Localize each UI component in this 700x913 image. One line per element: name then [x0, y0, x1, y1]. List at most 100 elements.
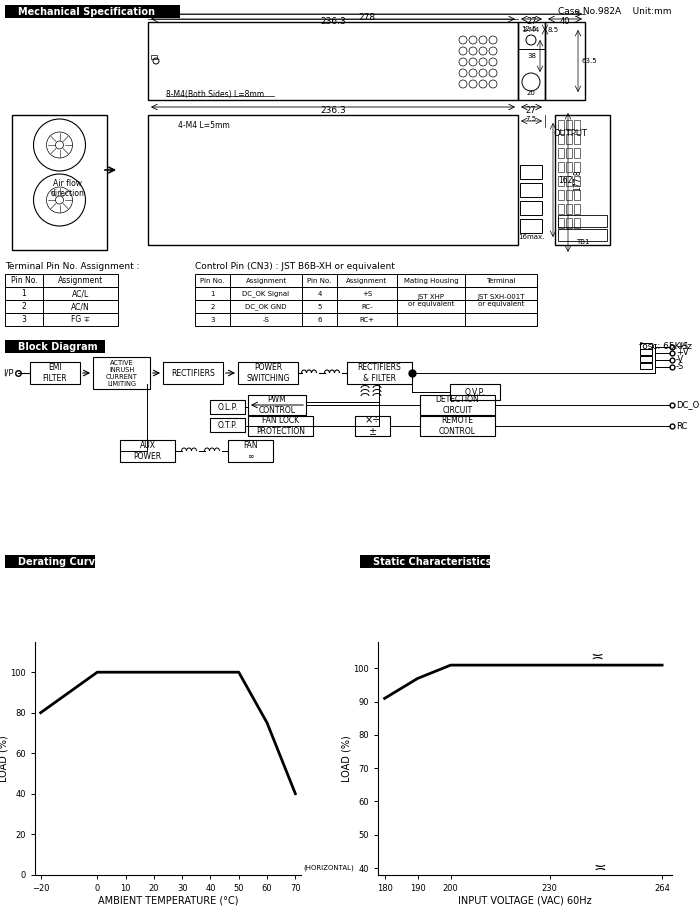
- Text: ■: ■: [363, 557, 372, 566]
- Text: 236.3: 236.3: [320, 106, 346, 114]
- Text: 2: 2: [210, 303, 215, 310]
- Bar: [5, 313, 118, 326]
- Text: JST SXH-001T
or equivalent: JST SXH-001T or equivalent: [477, 293, 525, 307]
- Text: 4: 4: [317, 290, 322, 297]
- Text: 63.5: 63.5: [581, 58, 596, 64]
- Text: DETECTION
CIRCUIT: DETECTION CIRCUIT: [435, 395, 480, 415]
- Bar: [420, 395, 495, 415]
- Text: 1: 1: [22, 289, 27, 298]
- Bar: [640, 363, 652, 369]
- Bar: [558, 229, 607, 241]
- Bar: [5, 287, 118, 300]
- Text: FAN LOCK
PROTECTION: FAN LOCK PROTECTION: [256, 416, 305, 436]
- Bar: [148, 22, 518, 100]
- Bar: [558, 190, 564, 200]
- Text: ■: ■: [8, 557, 18, 566]
- Text: ■: ■: [8, 6, 18, 16]
- Text: Control Pin (CN3) : JST B6B-XH or equivalent: Control Pin (CN3) : JST B6B-XH or equiva…: [195, 262, 395, 271]
- Text: 278: 278: [358, 13, 375, 22]
- Bar: [5, 5, 180, 18]
- Bar: [640, 356, 652, 362]
- Text: RECTIFIERS: RECTIFIERS: [171, 369, 215, 377]
- Text: DC_OK Signal: DC_OK Signal: [242, 290, 290, 297]
- Text: 20: 20: [526, 90, 536, 96]
- Bar: [574, 120, 580, 130]
- Bar: [574, 176, 580, 186]
- Text: O.V.P.: O.V.P.: [465, 387, 485, 396]
- Text: Block Diagram: Block Diagram: [18, 341, 97, 352]
- Text: 12.5: 12.5: [521, 26, 536, 32]
- Bar: [347, 362, 412, 384]
- Text: $\asymp$: $\asymp$: [592, 859, 608, 874]
- Text: RC-: RC-: [361, 303, 373, 310]
- Bar: [558, 120, 564, 130]
- Bar: [12, 115, 107, 250]
- Bar: [558, 134, 564, 144]
- Bar: [248, 416, 313, 436]
- Text: +S: +S: [676, 342, 688, 351]
- Text: Pin No.: Pin No.: [200, 278, 225, 284]
- Bar: [520, 165, 542, 179]
- Text: 177.8: 177.8: [573, 169, 582, 191]
- Bar: [574, 148, 580, 158]
- Bar: [248, 395, 306, 415]
- Bar: [566, 204, 572, 214]
- Text: AC/L: AC/L: [72, 289, 89, 298]
- Text: $\asymp$: $\asymp$: [592, 648, 608, 664]
- Bar: [30, 362, 80, 384]
- Text: ACTIVE
INRUSH
CURRENT
LIMITING: ACTIVE INRUSH CURRENT LIMITING: [106, 360, 137, 386]
- Bar: [558, 215, 607, 227]
- Bar: [195, 274, 537, 287]
- Text: direction: direction: [50, 188, 85, 197]
- Text: RC+: RC+: [360, 317, 374, 322]
- Text: Pin No.: Pin No.: [10, 276, 37, 285]
- Text: Case No.982A    Unit:mm: Case No.982A Unit:mm: [559, 6, 672, 16]
- Text: 5: 5: [317, 303, 322, 310]
- Bar: [558, 218, 564, 228]
- Bar: [566, 162, 572, 172]
- Text: OUTPUT: OUTPUT: [553, 129, 587, 138]
- Bar: [566, 134, 572, 144]
- Text: 4-M4 L=5mm: 4-M4 L=5mm: [178, 121, 230, 130]
- Bar: [640, 349, 652, 355]
- Text: 3: 3: [22, 315, 27, 324]
- Text: POWER
SWITCHING: POWER SWITCHING: [246, 363, 290, 383]
- Text: 6: 6: [317, 317, 322, 322]
- Bar: [566, 190, 572, 200]
- Text: PWM
CONTROL: PWM CONTROL: [258, 395, 295, 415]
- Text: O.T.P.: O.T.P.: [218, 421, 237, 429]
- Text: FAN
∞: FAN ∞: [243, 441, 258, 461]
- Bar: [520, 201, 542, 215]
- Text: RC: RC: [676, 422, 687, 431]
- Text: O.L.P.: O.L.P.: [217, 403, 238, 412]
- Bar: [5, 340, 105, 353]
- Bar: [120, 440, 175, 462]
- Bar: [210, 400, 245, 414]
- Bar: [5, 274, 118, 287]
- Text: 27: 27: [526, 16, 537, 26]
- Text: EMI
FILTER: EMI FILTER: [43, 363, 67, 383]
- Bar: [195, 313, 537, 326]
- Text: Assignment: Assignment: [246, 278, 286, 284]
- Bar: [574, 204, 580, 214]
- Text: AC/N: AC/N: [71, 302, 90, 311]
- Bar: [151, 55, 157, 59]
- Text: fosc: 65KHz: fosc: 65KHz: [639, 341, 692, 351]
- Bar: [5, 300, 118, 313]
- Bar: [520, 183, 542, 197]
- Text: DC_OK GND: DC_OK GND: [245, 303, 287, 310]
- Bar: [360, 555, 490, 568]
- Text: +V: +V: [676, 348, 689, 357]
- Bar: [238, 362, 298, 384]
- Text: Air flow: Air flow: [53, 179, 82, 187]
- X-axis label: INPUT VOLTAGE (VAC) 60Hz: INPUT VOLTAGE (VAC) 60Hz: [458, 896, 592, 906]
- Text: Assignment: Assignment: [58, 276, 103, 285]
- Text: Derating Curve: Derating Curve: [18, 557, 102, 566]
- Bar: [558, 176, 564, 186]
- Bar: [566, 218, 572, 228]
- Text: JST XHP
or equivalent: JST XHP or equivalent: [408, 293, 454, 307]
- Bar: [574, 134, 580, 144]
- Y-axis label: LOAD (%): LOAD (%): [0, 735, 9, 782]
- Bar: [450, 384, 500, 400]
- Bar: [558, 148, 564, 158]
